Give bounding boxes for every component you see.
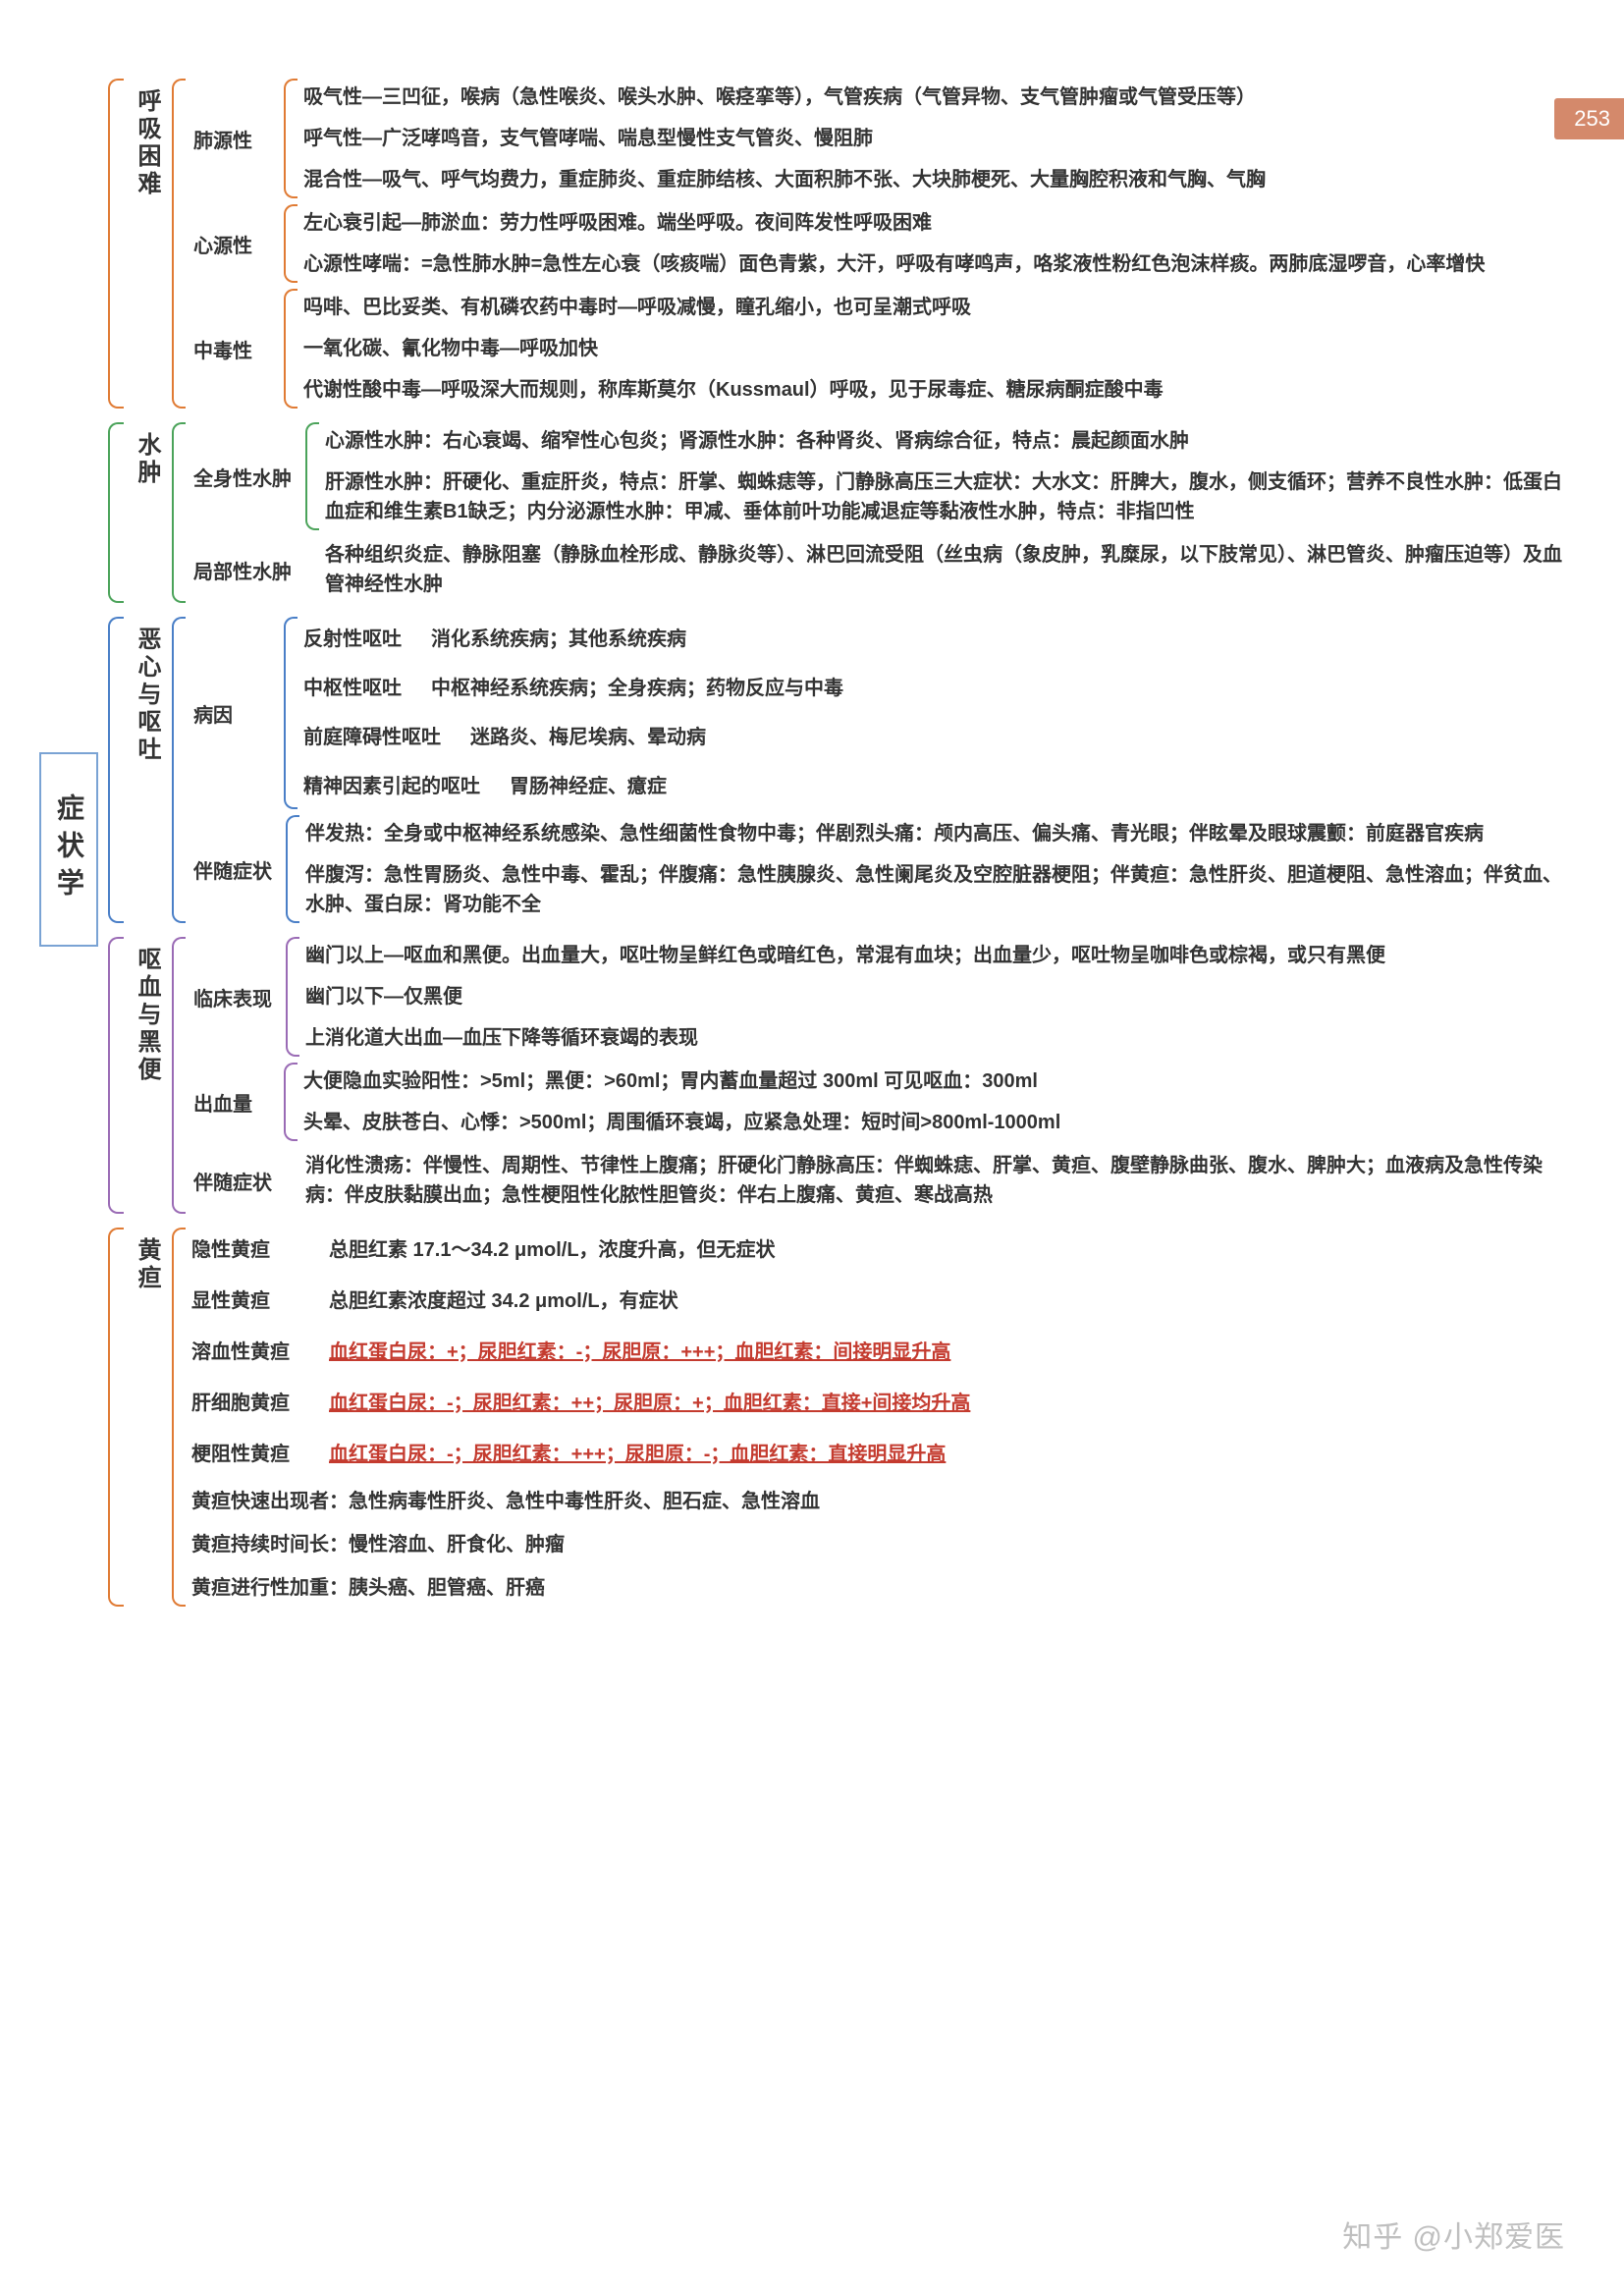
- leaf-inline: 反射性呕吐 消化系统疾病；其他系统疾病: [298, 617, 1585, 662]
- mindmap-container: 症状学 呼吸困难 肺源性 吸气性—三凹征，喉病（急性喉炎、喉头水肿、喉痉挛等），…: [39, 79, 1585, 1620]
- sub-label: 中毒性: [186, 289, 274, 409]
- leaf: 头晕、皮肤苍白、心悸：>500ml；周围循环衰竭，应紧急处理：短时间>800ml…: [298, 1104, 1585, 1141]
- root-node: 症状学: [39, 752, 98, 947]
- leaf: 吗啡、巴比妥类、有机磷农药中毒时—呼吸减慢，瞳孔缩小，也可呈潮式呼吸: [298, 289, 1585, 326]
- leaf-group: 吸气性—三凹征，喉病（急性喉炎、喉头水肿、喉痉挛等），气管疾病（气管异物、支气管…: [284, 79, 1585, 198]
- branch-title: 水肿: [108, 422, 172, 603]
- branch-title: 黄疸: [108, 1228, 172, 1607]
- sub-label: 肺源性: [186, 79, 274, 198]
- inline-text: 胃肠神经症、癔症: [510, 772, 667, 801]
- leaf-group: 左心衰引起—肺淤血：劳力性呼吸困难。端坐呼吸。夜间阵发性呼吸困难 心源性哮喘：=…: [284, 204, 1585, 283]
- inline-label: 反射性呕吐: [303, 621, 402, 658]
- leaf: 幽门以上—呕血和黑便。出血量大，呕吐物呈鲜红色或暗红色，常混有血块；出血量少，呕…: [299, 937, 1585, 974]
- branches: 呼吸困难 肺源性 吸气性—三凹征，喉病（急性喉炎、喉头水肿、喉痉挛等），气管疾病…: [108, 79, 1585, 1620]
- hd-row: 显性黄疸 总胆红素浓度超过 34.2 μmol/L，有症状: [186, 1279, 1585, 1324]
- hd-row: 溶血性黄疸 血红蛋白尿：+；尿胆红素：-；尿胆原：+++；血胆红素：间接明显升高: [186, 1330, 1585, 1375]
- branch-children: 病因 反射性呕吐 消化系统疾病；其他系统疾病 中枢性呕吐 中枢神经系统疾病；全身…: [172, 617, 1585, 923]
- sub-node: 出血量 大便隐血实验阳性：>5ml；黑便：>60ml；胃内蓄血量超过 300ml…: [186, 1063, 1585, 1141]
- branch-title: 恶心与呕吐: [108, 617, 172, 923]
- inline-text: 中枢神经系统疾病；全身疾病；药物反应与中毒: [431, 674, 843, 703]
- leaf: 肝源性水肿：肝硬化、重症肝炎，特点：肝掌、蜘蛛痣等，门静脉高压三大症状：大水文：…: [319, 464, 1585, 530]
- sub-label: 局部性水肿: [186, 536, 296, 603]
- sub-node: 伴随症状 消化性溃疡：伴慢性、周期性、节律性上腹痛；肝硬化门静脉高压：伴蜘蛛痣、…: [186, 1147, 1585, 1214]
- hd-extra: 黄疸持续时间长：慢性溶血、肝食化、肿瘤: [186, 1526, 1585, 1563]
- leaf-group: 反射性呕吐 消化系统疾病；其他系统疾病 中枢性呕吐 中枢神经系统疾病；全身疾病；…: [284, 617, 1585, 809]
- branch-sz: 水肿 全身性水肿 心源性水肿：右心衰竭、缩窄性心包炎；肾源性水肿：各种肾炎、肾病…: [108, 422, 1585, 603]
- leaf: 吸气性—三凹征，喉病（急性喉炎、喉头水肿、喉痉挛等），气管疾病（气管异物、支气管…: [298, 79, 1585, 116]
- sub-node: 病因 反射性呕吐 消化系统疾病；其他系统疾病 中枢性呕吐 中枢神经系统疾病；全身…: [186, 617, 1585, 809]
- hd-label: 隐性黄疸: [191, 1231, 299, 1269]
- leaf-group: 幽门以上—呕血和黑便。出血量大，呕吐物呈鲜红色或暗红色，常混有血块；出血量少，呕…: [286, 937, 1585, 1057]
- inline-label: 精神因素引起的呕吐: [303, 768, 480, 805]
- leaf: 呼气性—广泛哮鸣音，支气管哮喘、喘息型慢性支气管炎、慢阻肺: [298, 120, 1585, 157]
- hd-label: 肝细胞黄疸: [191, 1385, 299, 1422]
- hd-label: 显性黄疸: [191, 1283, 299, 1320]
- sub-node: 局部性水肿 各种组织炎症、静脉阻塞（静脉血栓形成、静脉炎等）、淋巴回流受阻（丝虫…: [186, 536, 1585, 603]
- leaf-group: 心源性水肿：右心衰竭、缩窄性心包炎；肾源性水肿：各种肾炎、肾病综合征，特点：晨起…: [305, 422, 1585, 530]
- leaf: 各种组织炎症、静脉阻塞（静脉血栓形成、静脉炎等）、淋巴回流受阻（丝虫病（象皮肿，…: [319, 536, 1585, 603]
- leaf-group: 消化性溃疡：伴慢性、周期性、节律性上腹痛；肝硬化门静脉高压：伴蜘蛛痣、肝掌、黄疸…: [286, 1147, 1585, 1214]
- inline-text: 迷路炎、梅尼埃病、晕动病: [470, 723, 706, 752]
- sub-node: 心源性 左心衰引起—肺淤血：劳力性呼吸困难。端坐呼吸。夜间阵发性呼吸困难 心源性…: [186, 204, 1585, 283]
- hd-row: 梗阻性黄疸 血红蛋白尿：-；尿胆红素：+++；尿胆原：-；血胆红素：直接明显升高: [186, 1432, 1585, 1477]
- leaf-group: 吗啡、巴比妥类、有机磷农药中毒时—呼吸减慢，瞳孔缩小，也可呈潮式呼吸 一氧化碳、…: [284, 289, 1585, 409]
- watermark: 知乎 @小郑爱医: [1342, 2213, 1565, 2256]
- inline-text: 消化系统疾病；其他系统疾病: [431, 625, 686, 654]
- leaf: 心源性水肿：右心衰竭、缩窄性心包炎；肾源性水肿：各种肾炎、肾病综合征，特点：晨起…: [319, 422, 1585, 460]
- branch-title: 呕血与黑便: [108, 937, 172, 1214]
- hd-text-red: 血红蛋白尿：-；尿胆红素：+++；尿胆原：-；血胆红素：直接明显升高: [329, 1440, 946, 1469]
- hd-text-red: 血红蛋白尿：+；尿胆红素：-；尿胆原：+++；血胆红素：间接明显升高: [329, 1338, 950, 1367]
- hd-text: 总胆红素浓度超过 34.2 μmol/L，有症状: [329, 1286, 678, 1316]
- branch-title: 呼吸困难: [108, 79, 172, 409]
- sub-node: 全身性水肿 心源性水肿：右心衰竭、缩窄性心包炎；肾源性水肿：各种肾炎、肾病综合征…: [186, 422, 1585, 530]
- branch-oxhb: 呕血与黑便 临床表现 幽门以上—呕血和黑便。出血量大，呕吐物呈鲜红色或暗红色，常…: [108, 937, 1585, 1214]
- hd-text: 总胆红素 17.1～34.2 μmol/L，浓度升高，但无症状: [329, 1235, 776, 1265]
- sub-label: 出血量: [186, 1063, 274, 1141]
- sub-label: 心源性: [186, 204, 274, 283]
- branch-hxkn: 呼吸困难 肺源性 吸气性—三凹征，喉病（急性喉炎、喉头水肿、喉痉挛等），气管疾病…: [108, 79, 1585, 409]
- hd-label: 梗阻性黄疸: [191, 1436, 299, 1473]
- leaf: 幽门以下—仅黑便: [299, 978, 1585, 1015]
- hd-text-red: 血红蛋白尿：-；尿胆红素：++；尿胆原：+；血胆红素：直接+间接均升高: [329, 1389, 970, 1418]
- root-column: 症状学: [39, 79, 108, 1620]
- inline-label: 中枢性呕吐: [303, 670, 402, 707]
- leaf: 混合性—吸气、呼气均费力，重症肺炎、重症肺结核、大面积肺不张、大块肺梗死、大量胸…: [298, 161, 1585, 198]
- hd-row: 隐性黄疸 总胆红素 17.1～34.2 μmol/L，浓度升高，但无症状: [186, 1228, 1585, 1273]
- sub-label: 全身性水肿: [186, 422, 296, 530]
- hd-extra: 黄疸进行性加重：胰头癌、胆管癌、肝癌: [186, 1569, 1585, 1607]
- branch-hd: 黄疸 隐性黄疸 总胆红素 17.1～34.2 μmol/L，浓度升高，但无症状 …: [108, 1228, 1585, 1607]
- inline-label: 前庭障碍性呕吐: [303, 719, 441, 756]
- branch-children: 临床表现 幽门以上—呕血和黑便。出血量大，呕吐物呈鲜红色或暗红色，常混有血块；出…: [172, 937, 1585, 1214]
- sub-node: 肺源性 吸气性—三凹征，喉病（急性喉炎、喉头水肿、喉痉挛等），气管疾病（气管异物…: [186, 79, 1585, 198]
- leaf: 大便隐血实验阳性：>5ml；黑便：>60ml；胃内蓄血量超过 300ml 可见呕…: [298, 1063, 1585, 1100]
- leaf: 伴发热：全身或中枢神经系统感染、急性细菌性食物中毒；伴剧烈头痛：颅内高压、偏头痛…: [299, 815, 1585, 852]
- leaf-inline: 中枢性呕吐 中枢神经系统疾病；全身疾病；药物反应与中毒: [298, 666, 1585, 711]
- branch-exot: 恶心与呕吐 病因 反射性呕吐 消化系统疾病；其他系统疾病 中枢性呕吐 中枢神经系…: [108, 617, 1585, 923]
- leaf: 上消化道大出血—血压下降等循环衰竭的表现: [299, 1019, 1585, 1057]
- sub-node: 伴随症状 伴发热：全身或中枢神经系统感染、急性细菌性食物中毒；伴剧烈头痛：颅内高…: [186, 815, 1585, 923]
- leaf-inline: 精神因素引起的呕吐 胃肠神经症、癔症: [298, 764, 1585, 809]
- leaf: 伴腹泻：急性胃肠炎、急性中毒、霍乱；伴腹痛：急性胰腺炎、急性阑尾炎及空腔脏器梗阻…: [299, 856, 1585, 923]
- leaf: 代谢性酸中毒—呼吸深大而规则，称库斯莫尔（Kussmaul）呼吸，见于尿毒症、糖…: [298, 371, 1585, 409]
- hd-extra: 黄疸快速出现者：急性病毒性肝炎、急性中毒性肝炎、胆石症、急性溶血: [186, 1483, 1585, 1520]
- sub-node: 中毒性 吗啡、巴比妥类、有机磷农药中毒时—呼吸减慢，瞳孔缩小，也可呈潮式呼吸 一…: [186, 289, 1585, 409]
- hd-row: 肝细胞黄疸 血红蛋白尿：-；尿胆红素：++；尿胆原：+；血胆红素：直接+间接均升…: [186, 1381, 1585, 1426]
- sub-label: 伴随症状: [186, 1147, 276, 1214]
- leaf-group: 伴发热：全身或中枢神经系统感染、急性细菌性食物中毒；伴剧烈头痛：颅内高压、偏头痛…: [286, 815, 1585, 923]
- sub-node: 临床表现 幽门以上—呕血和黑便。出血量大，呕吐物呈鲜红色或暗红色，常混有血块；出…: [186, 937, 1585, 1057]
- sub-label: 病因: [186, 617, 274, 809]
- leaf-inline: 前庭障碍性呕吐 迷路炎、梅尼埃病、晕动病: [298, 715, 1585, 760]
- hd-label: 溶血性黄疸: [191, 1334, 299, 1371]
- sub-label: 伴随症状: [186, 815, 276, 923]
- leaf: 左心衰引起—肺淤血：劳力性呼吸困难。端坐呼吸。夜间阵发性呼吸困难: [298, 204, 1585, 242]
- leaf-group: 各种组织炎症、静脉阻塞（静脉血栓形成、静脉炎等）、淋巴回流受阻（丝虫病（象皮肿，…: [305, 536, 1585, 603]
- branch-children: 全身性水肿 心源性水肿：右心衰竭、缩窄性心包炎；肾源性水肿：各种肾炎、肾病综合征…: [172, 422, 1585, 603]
- leaf: 心源性哮喘：=急性肺水肿=急性左心衰（咳痰喘）面色青紫，大汗，呼吸有哮鸣声，咯浆…: [298, 246, 1585, 283]
- leaf: 消化性溃疡：伴慢性、周期性、节律性上腹痛；肝硬化门静脉高压：伴蜘蛛痣、肝掌、黄疸…: [299, 1147, 1585, 1214]
- sub-label: 临床表现: [186, 937, 276, 1057]
- branch-children: 肺源性 吸气性—三凹征，喉病（急性喉炎、喉头水肿、喉痉挛等），气管疾病（气管异物…: [172, 79, 1585, 409]
- leaf: 一氧化碳、氰化物中毒—呼吸加快: [298, 330, 1585, 367]
- leaf-group: 大便隐血实验阳性：>5ml；黑便：>60ml；胃内蓄血量超过 300ml 可见呕…: [284, 1063, 1585, 1141]
- branch-children: 隐性黄疸 总胆红素 17.1～34.2 μmol/L，浓度升高，但无症状 显性黄…: [172, 1228, 1585, 1607]
